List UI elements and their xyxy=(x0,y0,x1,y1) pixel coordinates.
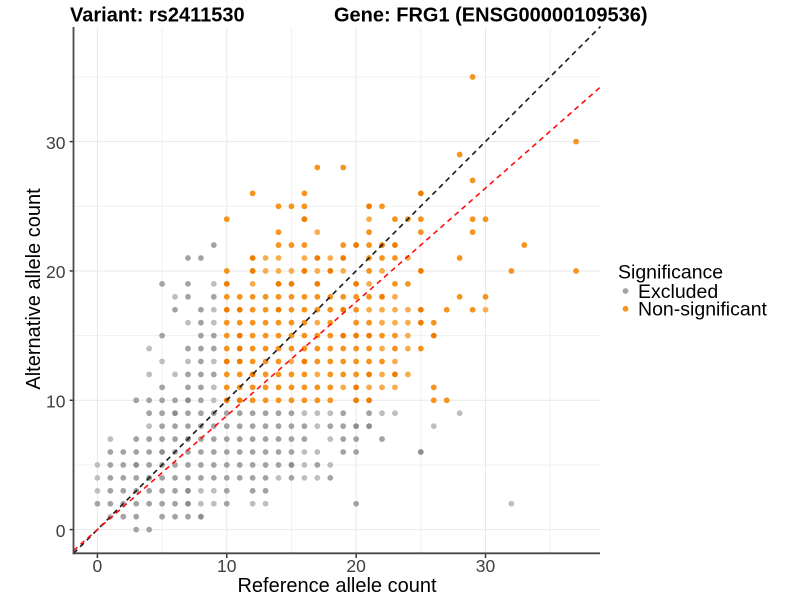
svg-text:0: 0 xyxy=(93,556,103,576)
svg-text:Non-significant: Non-significant xyxy=(638,299,768,321)
svg-text:Variant: rs2411530: Variant: rs2411530 xyxy=(70,5,245,27)
svg-text:30: 30 xyxy=(476,556,496,576)
svg-text:Alternative allele count: Alternative allele count xyxy=(23,188,45,390)
svg-text:30: 30 xyxy=(46,133,66,153)
svg-text:Excluded: Excluded xyxy=(638,281,718,303)
svg-text:Gene: FRG1 (ENSG00000109536): Gene: FRG1 (ENSG00000109536) xyxy=(334,5,648,27)
svg-text:Reference allele count: Reference allele count xyxy=(237,575,436,597)
svg-text:10: 10 xyxy=(217,556,237,576)
svg-text:Significance: Significance xyxy=(618,261,723,283)
svg-text:20: 20 xyxy=(346,556,366,576)
svg-text:20: 20 xyxy=(46,262,66,282)
svg-text:0: 0 xyxy=(56,521,66,541)
svg-text:10: 10 xyxy=(46,391,66,411)
